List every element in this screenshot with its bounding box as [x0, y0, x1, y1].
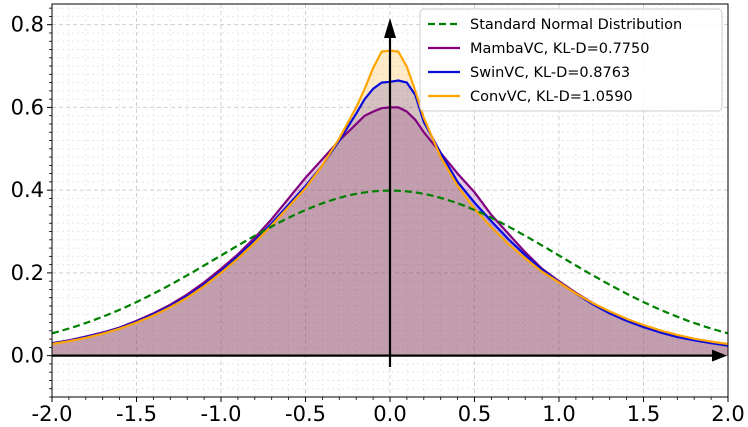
x-tick-label: 0.5 [458, 402, 491, 426]
axis-arrows [52, 18, 727, 367]
x-tick-label: 0.0 [373, 402, 406, 426]
legend-box [419, 8, 723, 112]
x-tick-label: 1.0 [542, 402, 575, 426]
y-tick-label: 0.4 [11, 178, 44, 202]
x-tick-label: 2.0 [711, 402, 744, 426]
ticks: -2.0 -1.5 -1.0 -0.5 0.0 0.5 1.0 1.5 2.0 0.0 0.2 0.4… [11, 7, 745, 426]
x-tick-label: -0.5 [285, 402, 326, 426]
legend-label: MambaVC, KL-D=0.7750 [470, 41, 650, 57]
legend: Standard Normal Distribution MambaVC, KL-… [419, 8, 723, 112]
x-tick-label: -2.0 [32, 402, 73, 426]
standard-normal-line [52, 189, 728, 335]
y-tick-label: 0.0 [11, 344, 44, 368]
y-tick-label: 0.2 [11, 261, 44, 285]
y-tick-label: 0.8 [11, 13, 44, 37]
legend-label: ConvVC, KL-D=1.0590 [470, 89, 633, 105]
x-tick-label: -1.5 [116, 402, 157, 426]
x-tick-label: 1.5 [627, 402, 660, 426]
x-axis-arrowhead [712, 349, 727, 362]
x-tick-label: -1.0 [201, 402, 242, 426]
legend-label: SwinVC, KL-D=0.8763 [470, 65, 630, 81]
y-axis-arrowhead [384, 18, 396, 38]
legend-label: Standard Normal Distribution [470, 17, 682, 33]
y-tick-label: 0.6 [11, 95, 44, 119]
